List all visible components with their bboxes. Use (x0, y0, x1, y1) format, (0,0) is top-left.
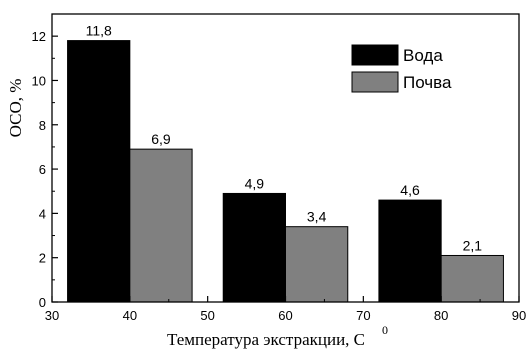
x-axis-title-superscript: 0 (382, 323, 388, 337)
legend: Вода Почва (351, 44, 452, 93)
x-tick-label: 30 (45, 308, 59, 323)
bar-pochva-2 (440, 254, 504, 303)
bar-voda-2 (378, 199, 442, 303)
y-tick-label: 0 (39, 295, 46, 310)
bar-pochva-1 (285, 226, 349, 303)
data-labels-layer: 11,8 4,9 4,6 6,9 3,4 2,1 (86, 23, 483, 254)
y-tick-label: 8 (39, 118, 46, 133)
x-tick-label: 50 (200, 308, 214, 323)
axis-ticks-layer: 0 2 4 6 8 10 12 30 40 50 60 70 80 90 (32, 29, 527, 323)
y-axis-title: ОСО, % (6, 79, 25, 138)
data-label: 11,8 (86, 23, 112, 39)
data-label: 4,6 (400, 182, 420, 198)
x-tick-label: 40 (123, 308, 137, 323)
x-axis-title: Температура экстракции, C (167, 330, 365, 349)
legend-swatch (351, 71, 399, 93)
bar-voda-1 (222, 192, 287, 303)
y-tick-label: 10 (32, 73, 46, 88)
x-tick-label: 90 (512, 308, 526, 323)
bar-voda-0 (67, 40, 131, 303)
legend-swatch (351, 44, 399, 66)
data-label: 2,1 (463, 237, 483, 253)
data-label: 6,9 (151, 131, 171, 147)
bars-layer (67, 40, 504, 303)
y-tick-label: 12 (32, 29, 46, 44)
y-tick-label: 2 (39, 251, 46, 266)
data-label: 3,4 (307, 209, 327, 225)
y-tick-label: 6 (39, 162, 46, 177)
bar-pochva-0 (129, 148, 193, 303)
x-tick-label: 80 (434, 308, 448, 323)
legend-label: Вода (403, 46, 443, 65)
x-tick-label: 60 (278, 308, 292, 323)
x-tick-label: 70 (356, 308, 370, 323)
x-axis-title-main: Температура экстракции, C (167, 330, 365, 349)
data-label: 4,9 (245, 175, 265, 191)
legend-label: Почва (403, 73, 452, 92)
y-tick-label: 4 (39, 206, 46, 221)
